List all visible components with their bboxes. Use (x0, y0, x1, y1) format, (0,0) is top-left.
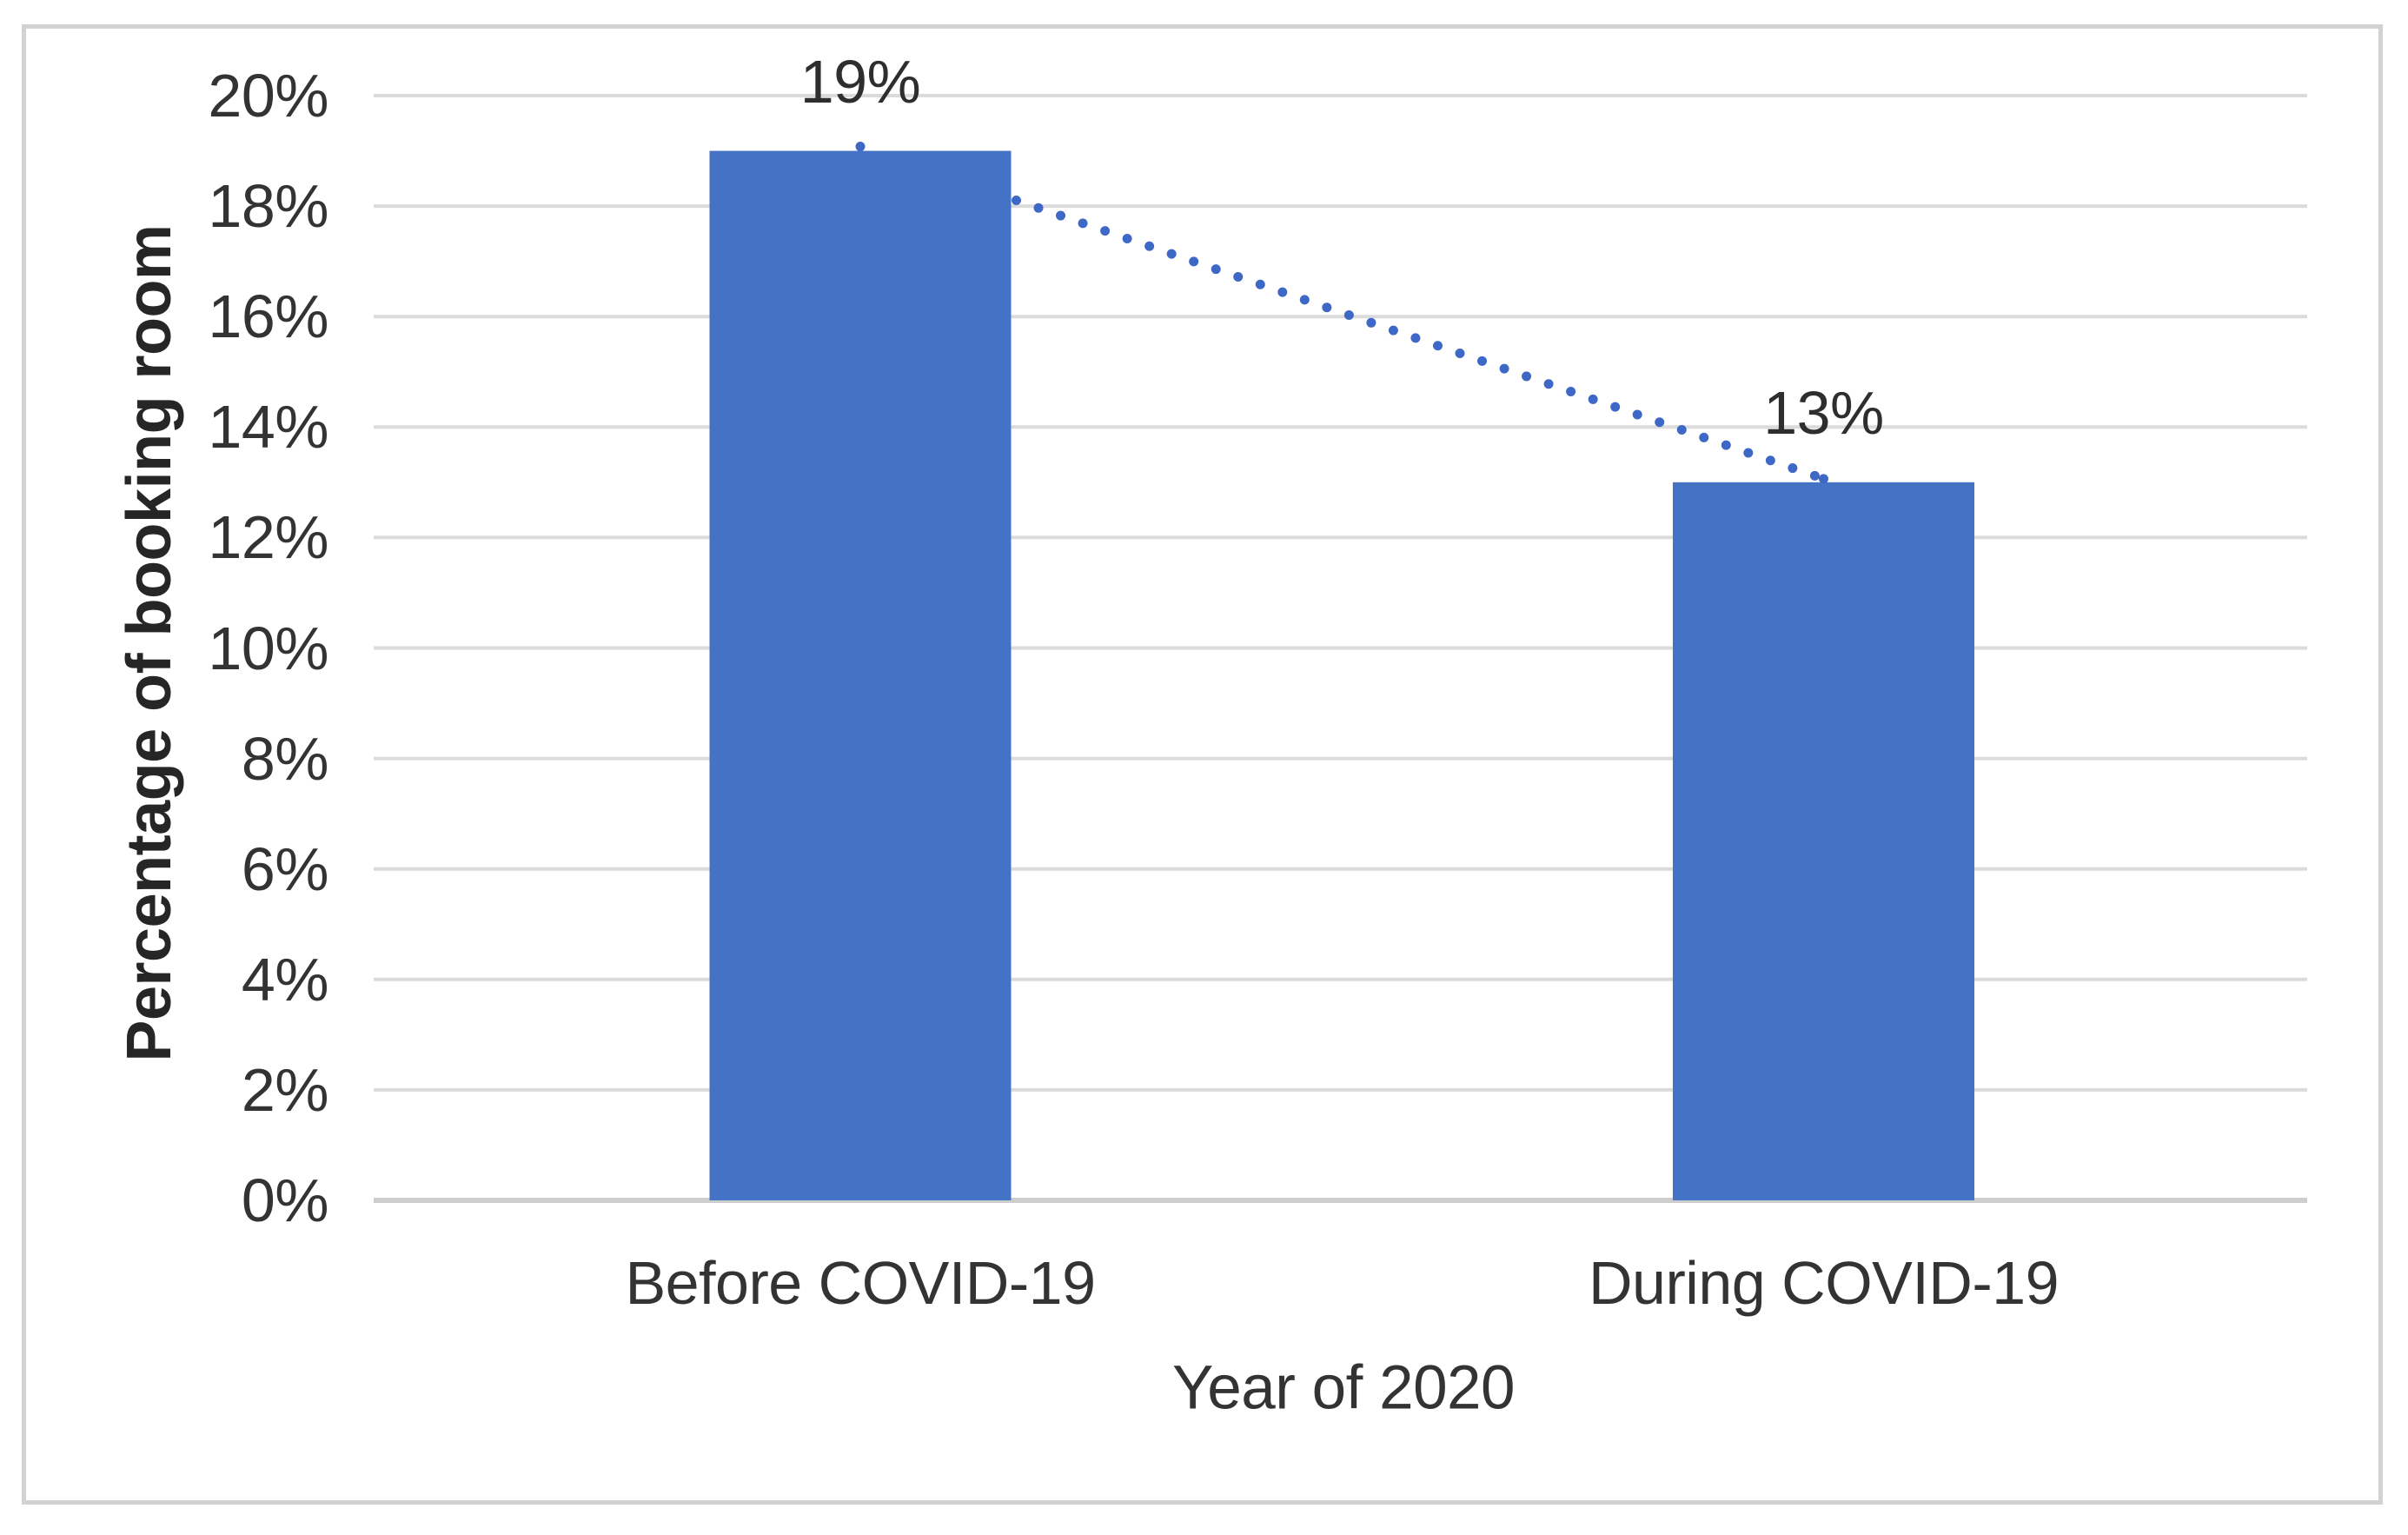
bars (709, 150, 1974, 1200)
bar-before-covid-19 (709, 150, 1012, 1200)
category-label: During COVID-19 (1588, 1249, 2060, 1317)
y-tick-label: 12% (208, 503, 328, 572)
trendline-dotted (855, 142, 1828, 484)
trendline-end-dot (1819, 474, 1828, 484)
y-tick-label: 16% (208, 282, 328, 351)
x-axis-title: Year of 2020 (1171, 1353, 1516, 1423)
data-label: 19% (799, 47, 921, 116)
y-tick-label: 18% (208, 172, 328, 241)
y-tick-label: 2% (241, 1055, 329, 1124)
trendline-dotted-segment (1012, 195, 1828, 484)
category-label: Before COVID-19 (625, 1249, 1096, 1317)
y-tick-label: 14% (208, 393, 328, 462)
gridlines (374, 94, 2307, 1203)
bar-during-covid-19 (1673, 482, 1974, 1200)
y-tick-label: 4% (241, 945, 329, 1013)
trendline-start-dot (855, 142, 866, 152)
y-tick-label: 10% (208, 614, 328, 682)
data-label: 13% (1763, 378, 1884, 447)
y-axis-title: Percentage of booking room (115, 224, 184, 1062)
y-tick-label: 20% (208, 62, 328, 130)
y-tick-label: 6% (241, 834, 329, 903)
y-tick-label: 0% (241, 1166, 329, 1234)
chart-frame (22, 24, 2383, 1505)
y-tick-label: 8% (241, 724, 329, 793)
